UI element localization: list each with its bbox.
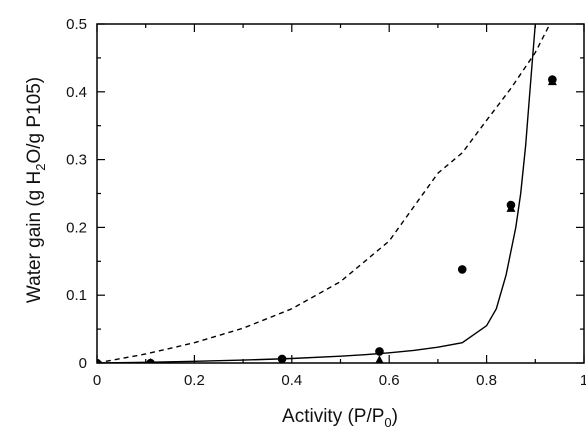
plot-area xyxy=(97,24,557,363)
x-tick-label: 0 xyxy=(93,372,101,389)
circle-point xyxy=(97,358,102,363)
triangle-point xyxy=(375,355,384,363)
x-axis-title: Activity (P/P0) xyxy=(282,406,398,430)
y-tick-label: 0.3 xyxy=(66,152,87,169)
y-tick-label: 0.4 xyxy=(66,84,87,101)
solid-curve xyxy=(97,24,536,363)
y-tick-labels: 0 0.1 0.2 0.3 0.4 0.5 xyxy=(66,16,87,372)
y-axis-title: Water gain (g H2O/g P105) xyxy=(24,77,48,303)
circle-point xyxy=(506,200,516,210)
dashed-curve xyxy=(97,24,551,363)
x-tick-label: 0.4 xyxy=(281,372,302,389)
y-tick-label: 0 xyxy=(79,355,87,372)
x-tick-label: 0.8 xyxy=(476,372,497,389)
y-tick-label: 0.5 xyxy=(66,16,87,33)
plot-content xyxy=(97,24,557,363)
axis-ticks xyxy=(96,23,585,364)
circle-point xyxy=(146,358,155,363)
x-tick-label: 0.6 xyxy=(379,372,400,389)
y-tick-label: 0.1 xyxy=(66,287,87,304)
x-tick-label: 1 xyxy=(580,372,586,389)
x-tick-label: 0.2 xyxy=(184,372,205,389)
y-tick-label: 0.2 xyxy=(66,219,87,236)
circle-point xyxy=(548,75,557,84)
x-tick-labels: 0 0.2 0.4 0.6 0.8 1 xyxy=(93,372,586,389)
circle-point xyxy=(457,265,467,274)
circle-point xyxy=(277,354,287,363)
circle-point xyxy=(375,347,384,356)
plot-frame xyxy=(96,23,585,364)
